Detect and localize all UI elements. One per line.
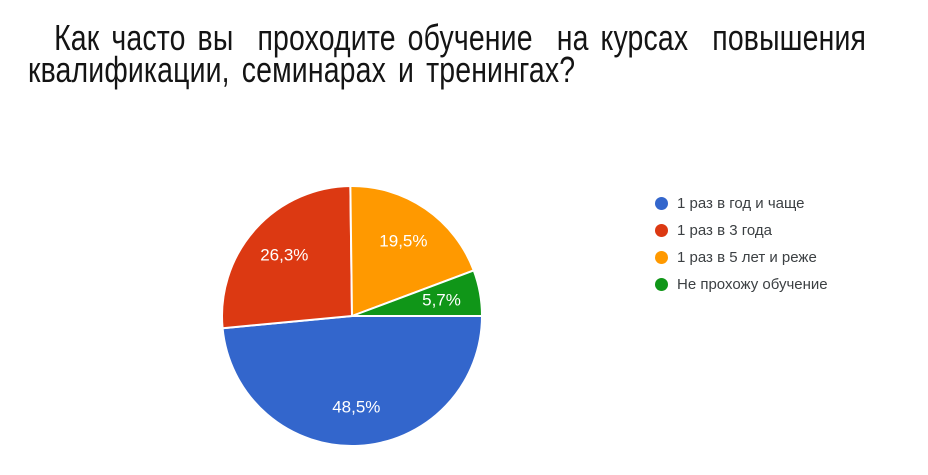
page-title: Как часто вы проходите обучение на курса… (28, 17, 867, 90)
slice-value-label-0: 48,5% (332, 397, 380, 416)
legend-item-label: 1 раз в 3 года (677, 222, 772, 239)
slice-value-label-1: 26,3% (260, 246, 308, 265)
legend-item-label: 1 раз в 5 лет и реже (677, 249, 817, 266)
legend-item: 1 раз в 5 лет и реже (655, 244, 828, 271)
slice-value-label-3: 5,7% (422, 290, 461, 309)
pie-slice-1 (221, 185, 353, 330)
pie-slice-3 (351, 269, 483, 317)
legend-item-label: Не прохожу обучение (677, 276, 828, 293)
pie-chart-svg: 48,5% 26,3% 19,5% 5,7% (221, 185, 483, 447)
pie-chart: 48,5% 26,3% 19,5% 5,7% (220, 184, 484, 448)
legend-color-dot-icon (655, 224, 668, 237)
legend-item-label: 1 раз в год и чаще (677, 195, 805, 212)
legend-item: 1 раз в 3 года (655, 217, 828, 244)
legend-color-dot-icon (655, 278, 668, 291)
pie-slice-2 (349, 185, 475, 317)
chart-legend: 1 раз в год и чаще 1 раз в 3 года 1 раз … (655, 190, 828, 298)
pie-slice-0 (221, 315, 483, 447)
legend-color-dot-icon (655, 251, 668, 264)
legend-item: 1 раз в год и чаще (655, 190, 828, 217)
legend-color-dot-icon (655, 197, 668, 210)
slice-value-label-2: 19,5% (379, 231, 427, 250)
legend-item: Не прохожу обучение (655, 271, 828, 298)
